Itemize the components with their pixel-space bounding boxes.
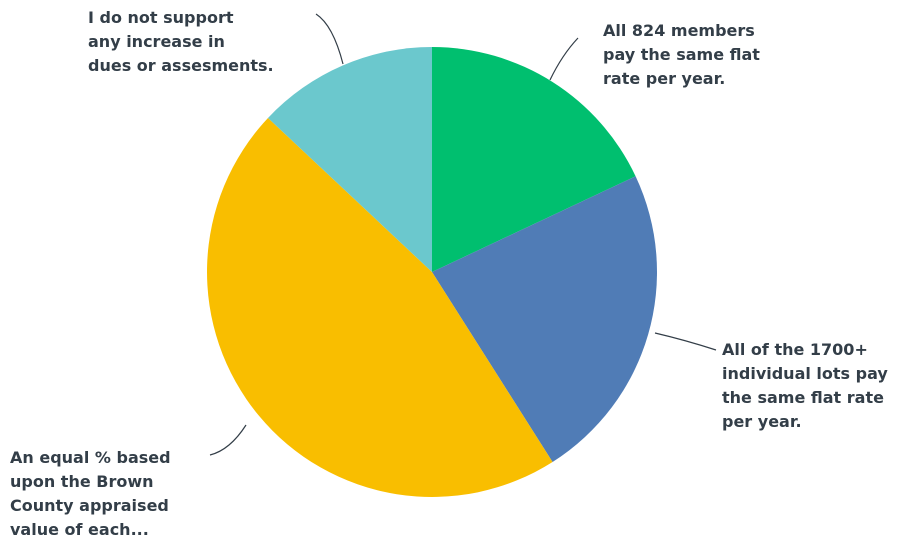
label-appraised-value-line: value of each...	[10, 520, 149, 539]
label-flat-rate-lots-line: All of the 1700+	[722, 340, 868, 359]
label-flat-rate-lots-line: per year.	[722, 412, 802, 431]
pie-slices	[207, 47, 658, 497]
label-appraised-value-line: County appraised	[10, 496, 169, 515]
label-appraised-value-leader-line	[209, 424, 247, 456]
label-flat-rate-members-line: rate per year.	[603, 69, 725, 88]
label-flat-rate-lots-line: the same flat rate	[722, 388, 884, 407]
label-no-increase-line: I do not support	[88, 8, 234, 27]
label-flat-rate-lots: All of the 1700+ individual lots pay the s…	[722, 340, 888, 431]
pie-labels: All 824 members pay the same flat rate per…	[10, 8, 888, 539]
label-no-increase-line: any increase in	[88, 32, 225, 51]
label-flat-rate-members: All 824 members pay the same flat rate per…	[603, 21, 760, 88]
label-no-increase-line: dues or assesments.	[88, 56, 274, 75]
label-flat-rate-lots-line: individual lots pay	[722, 364, 888, 383]
label-appraised-value-line: upon the Brown	[10, 472, 154, 491]
slice-flat-rate-members	[432, 47, 636, 272]
slice-no-increase	[267, 47, 432, 272]
label-appraised-value-line: An equal % based	[10, 448, 171, 467]
label-no-increase: I do not support any increase in dues or a…	[88, 8, 274, 75]
label-flat-rate-lots-leader-line	[654, 332, 717, 351]
label-flat-rate-members-line: pay the same flat	[603, 45, 760, 64]
slice-flat-rate-lots	[432, 176, 658, 462]
label-no-increase-leader-line	[315, 13, 344, 65]
slice-appraised-value	[207, 117, 553, 497]
label-flat-rate-members-line: All 824 members	[603, 21, 755, 40]
label-flat-rate-members-leader-line	[549, 37, 579, 81]
label-appraised-value: An equal % based upon the Brown County app…	[10, 448, 171, 539]
